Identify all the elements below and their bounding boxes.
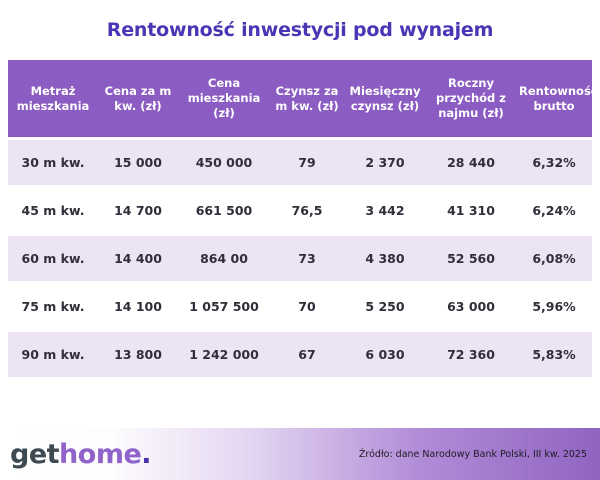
- investment-table: Metraż mieszkania Cena za m kw. (zł) Cen…: [8, 60, 598, 377]
- cell-roczny-przychod: 63 000: [447, 299, 495, 314]
- table-row: 60 m kw. 14 400 864 00 73 4 380 52 560 6…: [8, 236, 592, 281]
- cell-czynsz-mkw: 79: [298, 155, 316, 170]
- cell-rentownosc: 5,83%: [532, 347, 576, 362]
- title-zone: Rentowność inwestycji pod wynajem: [0, 0, 600, 60]
- cell-roczny-przychod: 28 440: [447, 155, 495, 170]
- footer-bar: gethome. Źródło: dane Narodowy Bank Pols…: [0, 428, 600, 480]
- cell-rentownosc: 6,08%: [532, 251, 576, 266]
- cell-cena-mieszkania: 1 242 000: [189, 347, 259, 362]
- cell-rentownosc: 5,96%: [532, 299, 576, 314]
- cell-metraz: 30 m kw.: [21, 155, 85, 170]
- cell-roczny-przychod: 72 360: [447, 347, 495, 362]
- table-row: 90 m kw. 13 800 1 242 000 67 6 030 72 36…: [8, 332, 592, 377]
- cell-cena-mkw: 13 800: [114, 347, 162, 362]
- cell-czynsz-mkw: 76,5: [291, 203, 323, 218]
- cell-miesieczny-czynsz: 5 250: [365, 299, 405, 314]
- table-row: 45 m kw. 14 700 661 500 76,5 3 442 41 31…: [8, 188, 592, 233]
- column-header-czynsz-mkw: Czynsz za m kw. (zł): [275, 83, 339, 113]
- logo-part-get: get: [10, 438, 60, 470]
- data-source-note: Źródło: dane Narodowy Bank Polski, III k…: [358, 448, 587, 460]
- cell-miesieczny-czynsz: 2 370: [365, 155, 405, 170]
- cell-cena-mieszkania: 864 00: [200, 251, 248, 266]
- cell-miesieczny-czynsz: 4 380: [365, 251, 405, 266]
- column-header-cena-mieszkania: Cena mieszkania (zł): [187, 76, 261, 120]
- cell-cena-mieszkania: 661 500: [195, 203, 253, 218]
- column-header-cena-mkw: Cena za m kw. (zł): [104, 83, 172, 113]
- cell-metraz: 45 m kw.: [21, 203, 85, 218]
- cell-miesieczny-czynsz: 6 030: [365, 347, 405, 362]
- column-header-rentownosc: Rentowność brutto: [519, 83, 598, 113]
- cell-czynsz-mkw: 67: [298, 347, 316, 362]
- table-row: 30 m kw. 15 000 450 000 79 2 370 28 440 …: [8, 140, 592, 185]
- gethome-logo: gethome.: [0, 438, 152, 470]
- cell-metraz: 75 m kw.: [21, 299, 85, 314]
- cell-miesieczny-czynsz: 3 442: [365, 203, 405, 218]
- logo-part-dot: .: [141, 438, 152, 470]
- column-header-metraz: Metraż mieszkania: [16, 83, 90, 113]
- cell-cena-mieszkania: 1 057 500: [189, 299, 259, 314]
- page-title: Rentowność inwestycji pod wynajem: [106, 19, 494, 41]
- cell-rentownosc: 6,32%: [532, 155, 576, 170]
- cell-metraz: 90 m kw.: [21, 347, 85, 362]
- cell-roczny-przychod: 41 310: [447, 203, 495, 218]
- cell-czynsz-mkw: 70: [298, 299, 316, 314]
- cell-czynsz-mkw: 73: [298, 251, 316, 266]
- column-header-roczny-przychod: Roczny przychód z najmu (zł): [436, 76, 506, 120]
- cell-cena-mieszkania: 450 000: [195, 155, 253, 170]
- cell-rentownosc: 6,24%: [532, 203, 576, 218]
- table-row: 75 m kw. 14 100 1 057 500 70 5 250 63 00…: [8, 284, 592, 329]
- cell-cena-mkw: 14 100: [114, 299, 162, 314]
- cell-roczny-przychod: 52 560: [447, 251, 495, 266]
- logo-part-home: home: [59, 438, 142, 470]
- cell-cena-mkw: 14 400: [114, 251, 162, 266]
- cell-cena-mkw: 15 000: [114, 155, 162, 170]
- column-header-miesieczny-czynsz: Miesięczny czynsz (zł): [349, 83, 421, 113]
- cell-metraz: 60 m kw.: [21, 251, 85, 266]
- table-header-row: Metraż mieszkania Cena za m kw. (zł) Cen…: [8, 60, 598, 137]
- cell-cena-mkw: 14 700: [114, 203, 162, 218]
